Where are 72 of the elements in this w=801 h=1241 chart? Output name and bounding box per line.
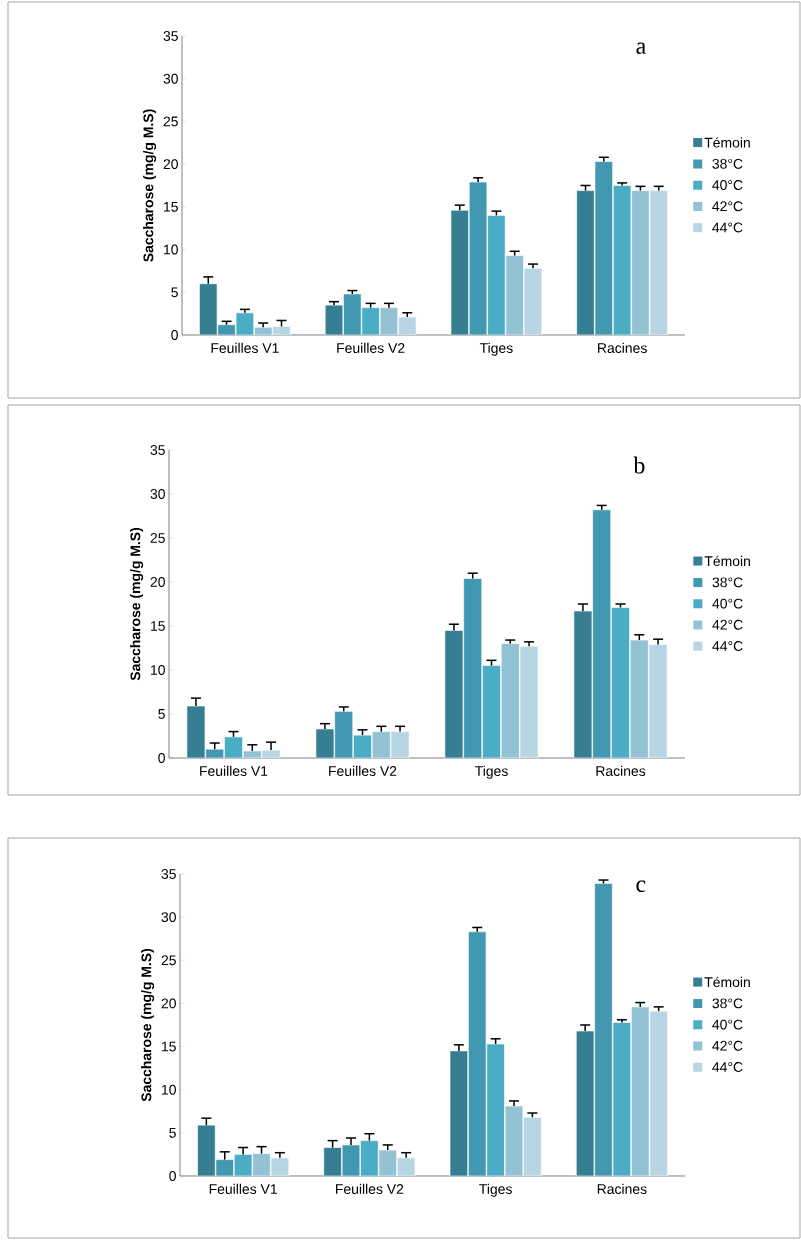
y-tick-label: 25 [161,955,176,966]
x-tick-label: Feuilles V2 [336,1183,404,1195]
y-tick-label: 35 [161,869,176,879]
y-tick-label: 0 [158,753,165,763]
bar [592,509,612,758]
legend-label: Témoin [704,976,750,988]
legend-label: 42°C [712,1040,743,1051]
legend-label: 42°C [712,201,743,212]
y-tick-label: 5 [171,287,178,298]
y-tick-label: 30 [161,912,176,923]
bar [523,1117,542,1176]
x-tick-label: Feuilles V1 [209,1183,277,1195]
y-tick-label: 5 [158,709,165,719]
annotation: a [636,42,646,54]
bar [197,1124,216,1176]
bar [463,578,483,758]
x-tick-label: Tiges [479,342,513,356]
y-tick-label: 35 [163,31,178,41]
legend-label: 44°C [712,641,743,651]
y-tick-label: 10 [164,244,178,255]
y-tick-label: 35 [150,445,165,455]
y-tick-label: 10 [151,665,165,675]
y-tick-label: 30 [163,73,178,84]
y-tick-label: 15 [162,1041,176,1052]
bar [334,711,354,758]
x-tick-label: Racines [596,765,646,777]
x-tick-label: Tiges [475,765,508,779]
annotation: b [633,456,645,474]
bar [613,185,632,335]
y-tick-label: 0 [169,1171,176,1181]
bar [649,1010,668,1176]
y-tick-label: 0 [171,330,178,340]
x-tick-label: Feuilles V1 [200,765,268,777]
y-tick-label: 30 [150,489,165,499]
y-axis-title: Saccharose (mg/g M.S) [130,527,144,681]
y-tick-label: 5 [169,1127,176,1138]
legend-label: 40°C [712,1019,743,1030]
y-tick-label: 20 [150,577,165,587]
y-tick-label: 15 [164,201,178,212]
legend-label: 38°C [712,577,743,588]
y-tick-label: 25 [163,116,178,127]
legend-label: Témoin [704,137,750,148]
legend-label: Témoin [704,555,750,567]
bar [487,215,506,335]
annotation: c [636,880,646,893]
legend-label: 40°C [712,598,743,609]
x-tick-label: Feuilles V2 [337,342,405,353]
y-axis-title: Saccharose (mg/g M.S) [141,948,155,1102]
bar [612,1022,632,1176]
bar [486,1043,505,1176]
y-tick-label: 20 [161,998,176,1009]
x-tick-label: Racines [597,1183,647,1195]
bar [500,643,520,758]
y-axis-title: Saccharose (mg/g M.S) [143,109,157,262]
legend-label: 38°C [712,998,743,1009]
legend-label: 40°C [712,180,743,191]
x-tick-label: Feuilles V1 [211,342,279,353]
x-tick-label: Feuilles V2 [329,765,397,777]
bar [323,1147,342,1176]
y-tick-label: 15 [151,621,165,631]
y-tick-label: 25 [150,533,165,543]
y-tick-label: 10 [162,1084,176,1095]
x-tick-label: Tiges [479,1183,512,1197]
legend-label: 44°C [712,1062,743,1072]
legend-label: 42°C [712,619,743,630]
legend-label: 38°C [712,158,743,169]
bar [360,1140,379,1176]
x-tick-label: Racines [598,342,647,353]
y-tick-label: 20 [163,159,178,170]
bar [361,307,380,335]
legend-label: 44°C [712,222,743,233]
bar [629,639,649,758]
